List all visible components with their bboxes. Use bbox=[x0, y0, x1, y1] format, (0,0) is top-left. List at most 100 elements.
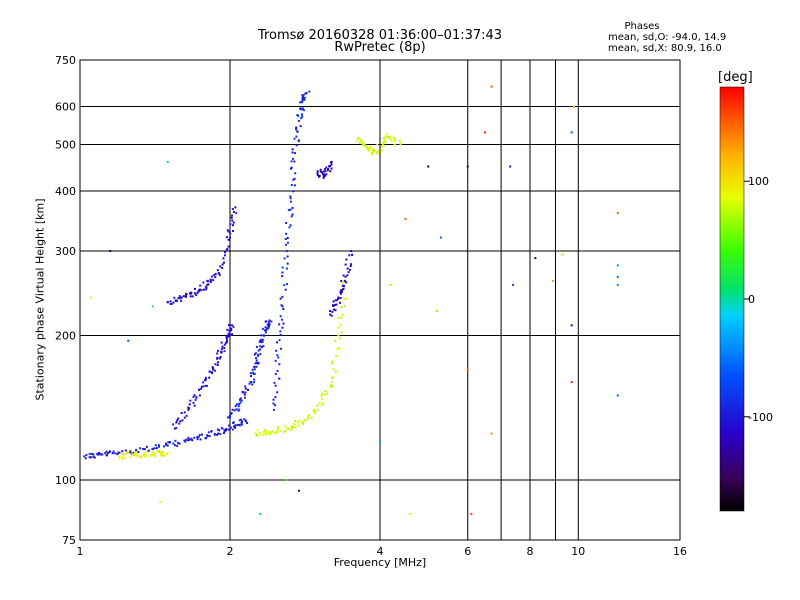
trace-point bbox=[216, 269, 219, 272]
trace-point bbox=[172, 423, 175, 426]
trace-point bbox=[196, 436, 199, 439]
trace-point bbox=[286, 262, 289, 265]
trace-point bbox=[196, 438, 199, 441]
trace-point bbox=[202, 381, 205, 384]
trace-point bbox=[99, 453, 102, 456]
trace-point bbox=[239, 401, 242, 404]
trace-point bbox=[284, 288, 287, 291]
trace-point bbox=[212, 279, 215, 282]
trace-point bbox=[285, 232, 288, 235]
trace-point bbox=[149, 454, 152, 457]
trace-point bbox=[213, 369, 216, 372]
trace-point bbox=[329, 310, 332, 313]
trace-point bbox=[111, 452, 114, 455]
trace-point bbox=[281, 326, 284, 329]
trace-point bbox=[211, 371, 214, 374]
trace-point bbox=[172, 301, 175, 304]
trace-point bbox=[263, 329, 266, 332]
trace-point bbox=[225, 335, 228, 338]
colorbar-tick-label: 100 bbox=[748, 175, 769, 188]
trace-point bbox=[192, 401, 195, 404]
trace-point bbox=[313, 409, 316, 412]
trace-point bbox=[399, 143, 402, 146]
trace-point bbox=[323, 174, 326, 177]
trace-point bbox=[332, 308, 335, 311]
trace-point bbox=[93, 456, 96, 459]
trace-point bbox=[356, 139, 359, 142]
trace-point bbox=[249, 375, 252, 378]
trace-point bbox=[325, 173, 328, 176]
trace-point bbox=[211, 366, 214, 369]
trace-point bbox=[246, 421, 249, 424]
trace-point bbox=[219, 432, 222, 435]
trace-point bbox=[237, 409, 240, 412]
trace-point bbox=[230, 412, 233, 415]
trace-point bbox=[162, 454, 165, 457]
trace-point bbox=[277, 356, 280, 359]
trace-point bbox=[279, 429, 282, 432]
trace-point bbox=[334, 309, 337, 312]
trace-point bbox=[375, 151, 378, 154]
scatter-point bbox=[490, 432, 493, 435]
trace-point bbox=[227, 238, 230, 241]
trace-point bbox=[231, 324, 234, 327]
trace-point bbox=[159, 453, 162, 456]
trace-point bbox=[217, 361, 220, 364]
scatter-point bbox=[166, 160, 169, 163]
trace-point bbox=[320, 171, 323, 174]
trace-point bbox=[225, 236, 228, 239]
trace-point bbox=[337, 297, 340, 300]
trace-point bbox=[90, 452, 93, 455]
trace-point bbox=[350, 250, 353, 253]
trace-point bbox=[89, 456, 92, 459]
trace-point bbox=[269, 432, 272, 435]
trace-point bbox=[345, 281, 348, 284]
trace-point bbox=[316, 170, 319, 173]
trace-point bbox=[253, 381, 256, 384]
trace-point bbox=[225, 249, 228, 252]
trace-point bbox=[220, 350, 223, 353]
scatter-point bbox=[616, 275, 619, 278]
trace-point bbox=[127, 451, 130, 454]
trace-point bbox=[182, 295, 185, 298]
trace-point bbox=[216, 433, 219, 436]
trace-point bbox=[291, 206, 294, 209]
trace-point bbox=[253, 368, 256, 371]
trace-point bbox=[202, 281, 205, 284]
trace-point bbox=[229, 236, 231, 239]
scatter-point bbox=[570, 381, 573, 384]
trace-point bbox=[264, 326, 267, 329]
trace-point bbox=[198, 389, 201, 392]
trace-point bbox=[268, 432, 271, 435]
trace-point bbox=[232, 210, 235, 213]
trace-point bbox=[339, 337, 342, 340]
trace-point bbox=[234, 426, 237, 429]
trace-point bbox=[320, 397, 323, 400]
trace-point bbox=[243, 393, 246, 396]
trace-point bbox=[339, 292, 342, 295]
trace-point bbox=[260, 340, 263, 343]
trace-point bbox=[293, 423, 296, 426]
trace-point bbox=[390, 140, 393, 143]
scatter-point bbox=[435, 309, 438, 312]
trace-point bbox=[98, 451, 101, 454]
trace-point bbox=[256, 429, 259, 432]
trace-point bbox=[331, 385, 334, 388]
trace-point bbox=[348, 254, 351, 257]
trace-point bbox=[261, 338, 264, 341]
trace-point bbox=[179, 297, 182, 300]
trace-point bbox=[304, 419, 307, 422]
x-tick-label: 8 bbox=[527, 545, 534, 558]
trace-point bbox=[332, 368, 335, 371]
scatter-point bbox=[616, 212, 619, 215]
trace-point bbox=[160, 455, 163, 458]
trace-point bbox=[165, 443, 168, 446]
trace-point bbox=[118, 455, 121, 458]
trace-point bbox=[283, 430, 286, 433]
trace-point bbox=[242, 391, 245, 394]
trace-point bbox=[272, 408, 275, 411]
trace-point bbox=[147, 449, 150, 452]
trace-point bbox=[339, 291, 342, 294]
trace-point bbox=[185, 294, 188, 297]
trace-point bbox=[209, 280, 212, 283]
